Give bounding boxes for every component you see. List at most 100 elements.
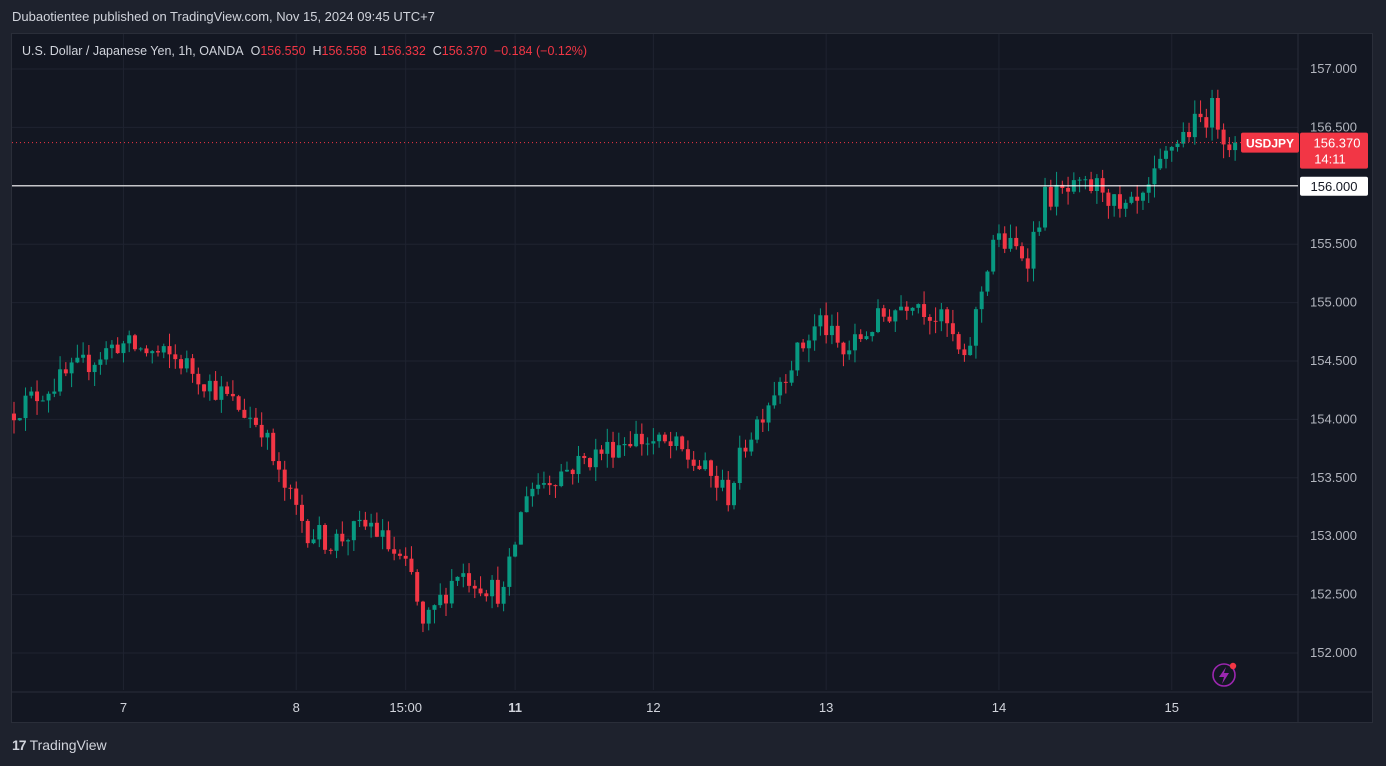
candle-body (1083, 179, 1088, 181)
change-value: −0.184 (−0.12%) (493, 44, 588, 58)
candle-body (945, 309, 950, 324)
candle-body (75, 357, 80, 363)
candle-body (317, 524, 322, 540)
candle-body (887, 316, 892, 322)
candle-body (415, 572, 420, 602)
chart-panel[interactable] (11, 33, 1373, 723)
candle-body (962, 349, 967, 356)
candle-body (611, 441, 616, 458)
candle-body (795, 342, 800, 371)
candle-body (392, 549, 397, 554)
candle-body (628, 443, 633, 447)
candle-body (17, 418, 22, 421)
current-price-tag (1300, 132, 1368, 169)
candle-body (778, 381, 783, 396)
candle-body (991, 239, 996, 272)
candle-body (1060, 184, 1065, 189)
candle-body (783, 381, 788, 383)
lightning-bolt-icon (1219, 667, 1229, 684)
candle-body (495, 579, 500, 604)
candle-body (1002, 233, 1007, 249)
candle-body (184, 358, 189, 369)
candle-body (104, 348, 109, 360)
candle-body (1221, 129, 1226, 145)
candle-body (1008, 237, 1013, 249)
candle-body (570, 469, 575, 475)
candle-body (288, 487, 293, 489)
candle-body (397, 553, 402, 556)
candle-body (1054, 184, 1059, 207)
candle-body (657, 434, 662, 442)
candle-body (541, 483, 546, 485)
candle-body (1129, 196, 1134, 203)
candle-body (985, 271, 990, 292)
candle-body (156, 351, 160, 353)
candle-body (766, 405, 771, 423)
candle-body (680, 436, 685, 450)
candle-body (547, 483, 552, 486)
candle-body (202, 384, 207, 392)
candle-body (847, 350, 852, 355)
low-label: L (373, 44, 381, 58)
candle-body (622, 443, 627, 446)
candle-body (132, 335, 137, 350)
candle-body (720, 479, 725, 488)
candle-body (40, 400, 45, 402)
candle-body (219, 386, 224, 400)
x-tick-label: 11 (508, 700, 522, 715)
candle-body (467, 573, 472, 586)
candle-body (23, 395, 28, 419)
candle-body (1066, 188, 1071, 192)
candle-body (1106, 192, 1111, 206)
y-tick-label: 153.500 (1310, 470, 1357, 485)
candle-body (824, 315, 829, 336)
candle-body (1164, 150, 1168, 159)
candle-body (634, 433, 639, 447)
candle-body (760, 419, 765, 423)
candle-body (876, 308, 880, 333)
candle-body (340, 533, 345, 542)
lightning-icon (1212, 663, 1236, 687)
candle-body (564, 469, 569, 472)
candle-body (374, 522, 379, 537)
candle-body (1031, 231, 1036, 269)
candle-body (357, 519, 362, 522)
candle-body (236, 396, 241, 410)
candle-body (1181, 131, 1186, 144)
candle-body (685, 449, 690, 460)
candle-body (536, 484, 541, 489)
candle-body (173, 354, 178, 360)
candle-body (737, 447, 742, 484)
candle-body (276, 461, 281, 470)
candle-body (207, 380, 212, 392)
candle-body (484, 593, 489, 597)
candle-body (115, 344, 120, 354)
candle-body (294, 488, 299, 505)
candle-body (1204, 117, 1209, 128)
symbol-tag-label: USDJPY (1246, 137, 1294, 151)
candle-body (801, 342, 806, 349)
candle-body (1215, 98, 1220, 130)
candle-body (1152, 168, 1157, 185)
candle-body (858, 334, 863, 340)
candle-body (403, 555, 408, 559)
candle-body (588, 458, 592, 468)
candle-body (242, 409, 247, 418)
candle-body (1094, 178, 1099, 192)
candle-body (282, 469, 287, 488)
candle-body (167, 346, 172, 355)
y-tick-label: 152.500 (1310, 587, 1357, 602)
tradingview-logo-icon: 17 (12, 737, 27, 753)
candle-body (501, 586, 506, 604)
candle-body (351, 521, 356, 541)
candle-body (1210, 98, 1215, 128)
candle-body (92, 364, 97, 373)
candle-body (449, 580, 454, 604)
candle-body (1077, 179, 1082, 181)
candle-body (599, 449, 604, 454)
x-tick-label: 13 (819, 700, 833, 715)
candle-body (150, 351, 155, 354)
candle-body (973, 309, 978, 346)
candle-body (553, 485, 558, 487)
